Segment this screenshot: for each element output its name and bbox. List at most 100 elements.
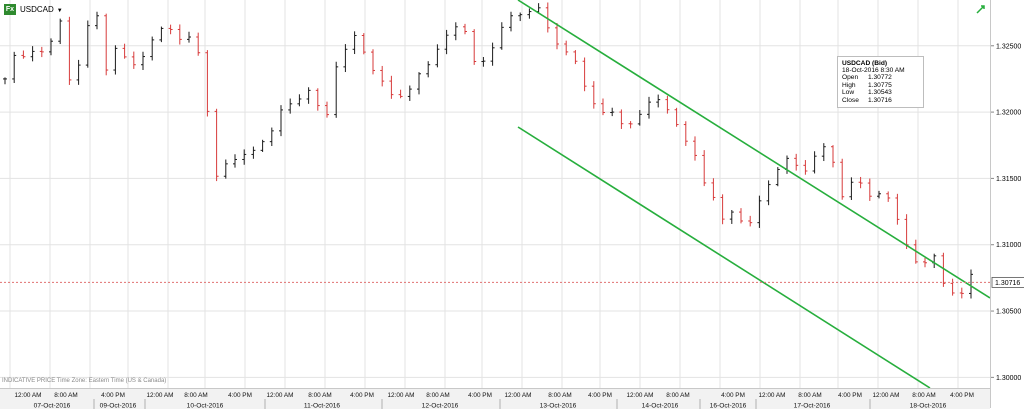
candles xyxy=(3,3,973,299)
symbol-selector[interactable]: USDCAD▼ xyxy=(20,4,63,17)
y-tick-label: 1.30000 xyxy=(996,375,1021,382)
time-tick-label: 8:00 AM xyxy=(912,392,935,399)
candle xyxy=(923,258,927,267)
candle xyxy=(307,87,311,104)
candle xyxy=(849,177,853,200)
candle xyxy=(95,12,99,29)
candle xyxy=(104,14,108,76)
date-tick-label: 07-Oct-2016 xyxy=(34,403,71,409)
chart-plot-area[interactable]: Fx USDCAD▼ INDICATIVE PRICE Time Zone: E… xyxy=(0,0,990,388)
candle xyxy=(960,288,964,299)
channel-upper-line xyxy=(518,0,990,298)
candle xyxy=(721,194,725,224)
candle xyxy=(316,88,320,110)
candle xyxy=(647,97,651,119)
candle xyxy=(435,44,439,67)
y-tick-label: 1.32500 xyxy=(996,43,1021,50)
candle xyxy=(868,179,872,201)
legend-key: Low xyxy=(842,89,868,97)
time-tick-label: 4:00 PM xyxy=(721,392,745,399)
time-tick-label: 12:00 AM xyxy=(504,392,531,399)
candle xyxy=(132,52,136,69)
time-tick-label: 4:00 PM xyxy=(468,392,492,399)
time-axis[interactable]: 12:00 AM 8:00 AM 4:00 PM 12:00 AM 8:00 AM 4:0… xyxy=(0,388,990,409)
candle xyxy=(675,108,679,127)
candle xyxy=(509,12,513,32)
date-tick-label: 18-Oct-2016 xyxy=(910,403,947,409)
candle xyxy=(371,49,375,74)
candle xyxy=(730,210,734,224)
candle xyxy=(426,61,430,77)
date-tick-label: 16-Oct-2016 xyxy=(710,403,747,409)
legend-value: 1.30772 xyxy=(868,74,892,82)
fx-badge: Fx xyxy=(4,4,16,15)
legend-title: USDCAD (Bid) xyxy=(842,60,919,67)
candle xyxy=(141,52,145,70)
candle xyxy=(417,72,421,94)
time-tick-label: 4:00 PM xyxy=(838,392,862,399)
channel-lower-line xyxy=(518,127,930,388)
candle xyxy=(270,128,274,146)
trend-pin-icon[interactable] xyxy=(976,4,986,14)
candle xyxy=(242,149,246,164)
candle xyxy=(629,121,633,128)
candle xyxy=(334,62,338,118)
time-tick-label: 12:00 AM xyxy=(626,392,653,399)
candle xyxy=(261,140,265,152)
candle xyxy=(840,159,844,200)
candle xyxy=(408,86,412,101)
legend-datetime: 18-Oct-2016 8:30 AM xyxy=(842,67,919,74)
chevron-down-icon[interactable]: ▼ xyxy=(57,8,63,14)
candle xyxy=(12,52,16,83)
time-tick-label: 8:00 AM xyxy=(426,392,449,399)
timezone-footnote: INDICATIVE PRICE Time Zone: Eastern Time… xyxy=(2,378,166,384)
candle xyxy=(86,21,90,68)
candle xyxy=(288,99,292,114)
time-tick-label: 12:00 AM xyxy=(872,392,899,399)
candle xyxy=(67,17,71,85)
candle xyxy=(813,151,817,173)
candle xyxy=(343,44,347,72)
candle xyxy=(187,32,191,43)
time-tick-label: 12:00 AM xyxy=(14,392,41,399)
candle xyxy=(803,160,807,175)
candle xyxy=(21,50,25,58)
legend-key: High xyxy=(842,82,868,90)
candle xyxy=(969,270,973,299)
candle xyxy=(767,180,771,205)
candle xyxy=(251,147,255,159)
time-tick-label: 4:00 PM xyxy=(950,392,974,399)
candle xyxy=(178,24,182,44)
date-tick-label: 10-Oct-2016 xyxy=(187,403,224,409)
candle xyxy=(527,8,531,18)
date-tick-label: 12-Oct-2016 xyxy=(422,403,459,409)
candle xyxy=(665,96,669,114)
candle xyxy=(325,102,329,118)
candle xyxy=(169,25,173,35)
legend-key: Open xyxy=(842,74,868,82)
candle xyxy=(389,76,393,99)
candle xyxy=(159,27,163,43)
time-tick-label: 12:00 AM xyxy=(266,392,293,399)
candle xyxy=(794,154,798,171)
candle xyxy=(58,19,62,44)
candle xyxy=(150,37,154,61)
date-tick-label: 09-Oct-2016 xyxy=(100,403,137,409)
time-tick-label: 8:00 AM xyxy=(54,392,77,399)
date-tick-label: 14-Oct-2016 xyxy=(642,403,679,409)
candle xyxy=(77,60,81,85)
date-tick-label: 11-Oct-2016 xyxy=(304,403,340,409)
candle xyxy=(472,29,476,65)
candle xyxy=(399,90,403,99)
candle xyxy=(592,81,596,108)
candle xyxy=(601,98,605,115)
candle xyxy=(573,50,577,64)
candle xyxy=(895,194,899,225)
y-tick-label: 1.32000 xyxy=(996,110,1021,117)
candle xyxy=(463,24,467,34)
candle xyxy=(31,46,35,61)
